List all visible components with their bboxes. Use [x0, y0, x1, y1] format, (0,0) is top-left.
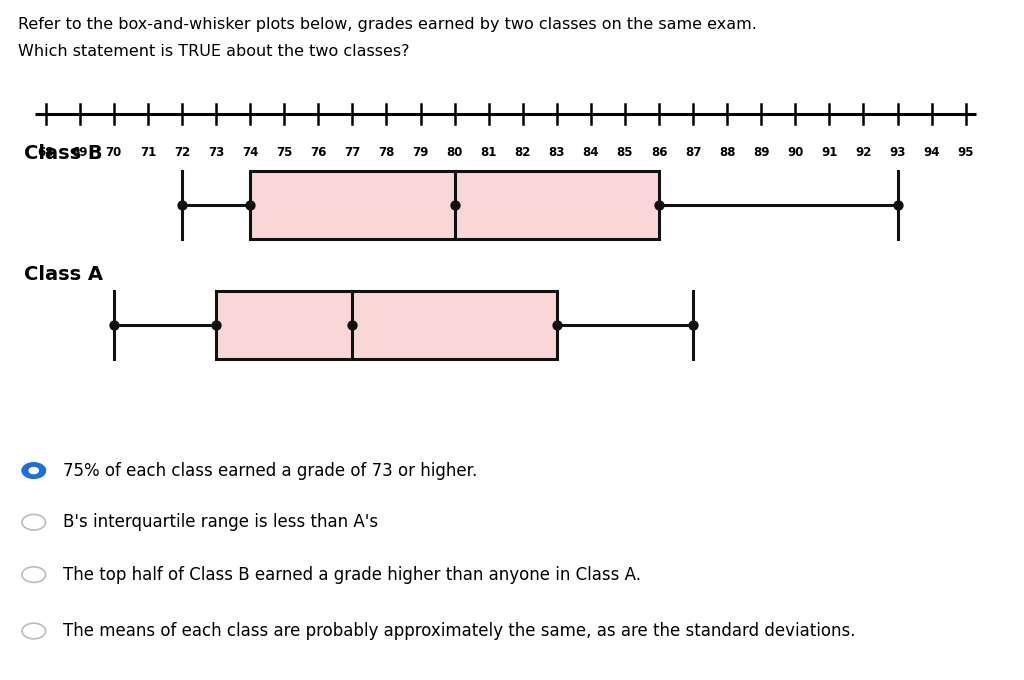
Text: 84: 84 [583, 146, 599, 159]
Text: 72: 72 [174, 146, 190, 159]
Text: 73: 73 [208, 146, 224, 159]
Text: 85: 85 [616, 146, 633, 159]
Point [242, 199, 258, 210]
Text: 94: 94 [924, 146, 940, 159]
Text: Refer to the box-and-whisker plots below, grades earned by two classes on the sa: Refer to the box-and-whisker plots below… [18, 17, 758, 32]
Point [446, 199, 463, 210]
Point [105, 320, 122, 331]
Point [344, 320, 360, 331]
Text: 75% of each class earned a grade of 73 or higher.: 75% of each class earned a grade of 73 o… [63, 462, 478, 479]
Text: 92: 92 [855, 146, 871, 159]
Point [890, 199, 906, 210]
Point [208, 320, 224, 331]
Text: 69: 69 [72, 146, 88, 159]
Text: 79: 79 [413, 146, 429, 159]
Point [549, 320, 565, 331]
Text: 78: 78 [378, 146, 394, 159]
Text: Which statement is TRUE about the two classes?: Which statement is TRUE about the two cl… [18, 44, 410, 59]
Text: Class A: Class A [24, 265, 102, 284]
Text: 76: 76 [310, 146, 327, 159]
Text: 86: 86 [651, 146, 668, 159]
Bar [250, 171, 659, 239]
Text: 71: 71 [140, 146, 156, 159]
Text: Class B: Class B [24, 144, 102, 163]
Text: 95: 95 [957, 146, 974, 159]
Text: The top half of Class B earned a grade higher than anyone in Class A.: The top half of Class B earned a grade h… [63, 566, 641, 583]
Text: 80: 80 [446, 146, 463, 159]
Text: 93: 93 [890, 146, 906, 159]
Text: 87: 87 [685, 146, 701, 159]
Text: 74: 74 [242, 146, 258, 159]
Text: 83: 83 [549, 146, 565, 159]
Text: 75: 75 [276, 146, 293, 159]
Text: 81: 81 [480, 146, 497, 159]
Text: 70: 70 [105, 146, 122, 159]
Text: 68: 68 [38, 146, 54, 159]
Point [685, 320, 701, 331]
Text: 82: 82 [514, 146, 530, 159]
Text: 90: 90 [787, 146, 804, 159]
Text: The means of each class are probably approximately the same, as are the standard: The means of each class are probably app… [63, 622, 856, 640]
Text: 91: 91 [821, 146, 838, 159]
Text: 89: 89 [753, 146, 769, 159]
Text: 77: 77 [344, 146, 360, 159]
Bar [216, 292, 557, 359]
Point [651, 199, 668, 210]
Text: 88: 88 [719, 146, 735, 159]
Text: B's interquartile range is less than A's: B's interquartile range is less than A's [63, 513, 379, 531]
Point [174, 199, 190, 210]
